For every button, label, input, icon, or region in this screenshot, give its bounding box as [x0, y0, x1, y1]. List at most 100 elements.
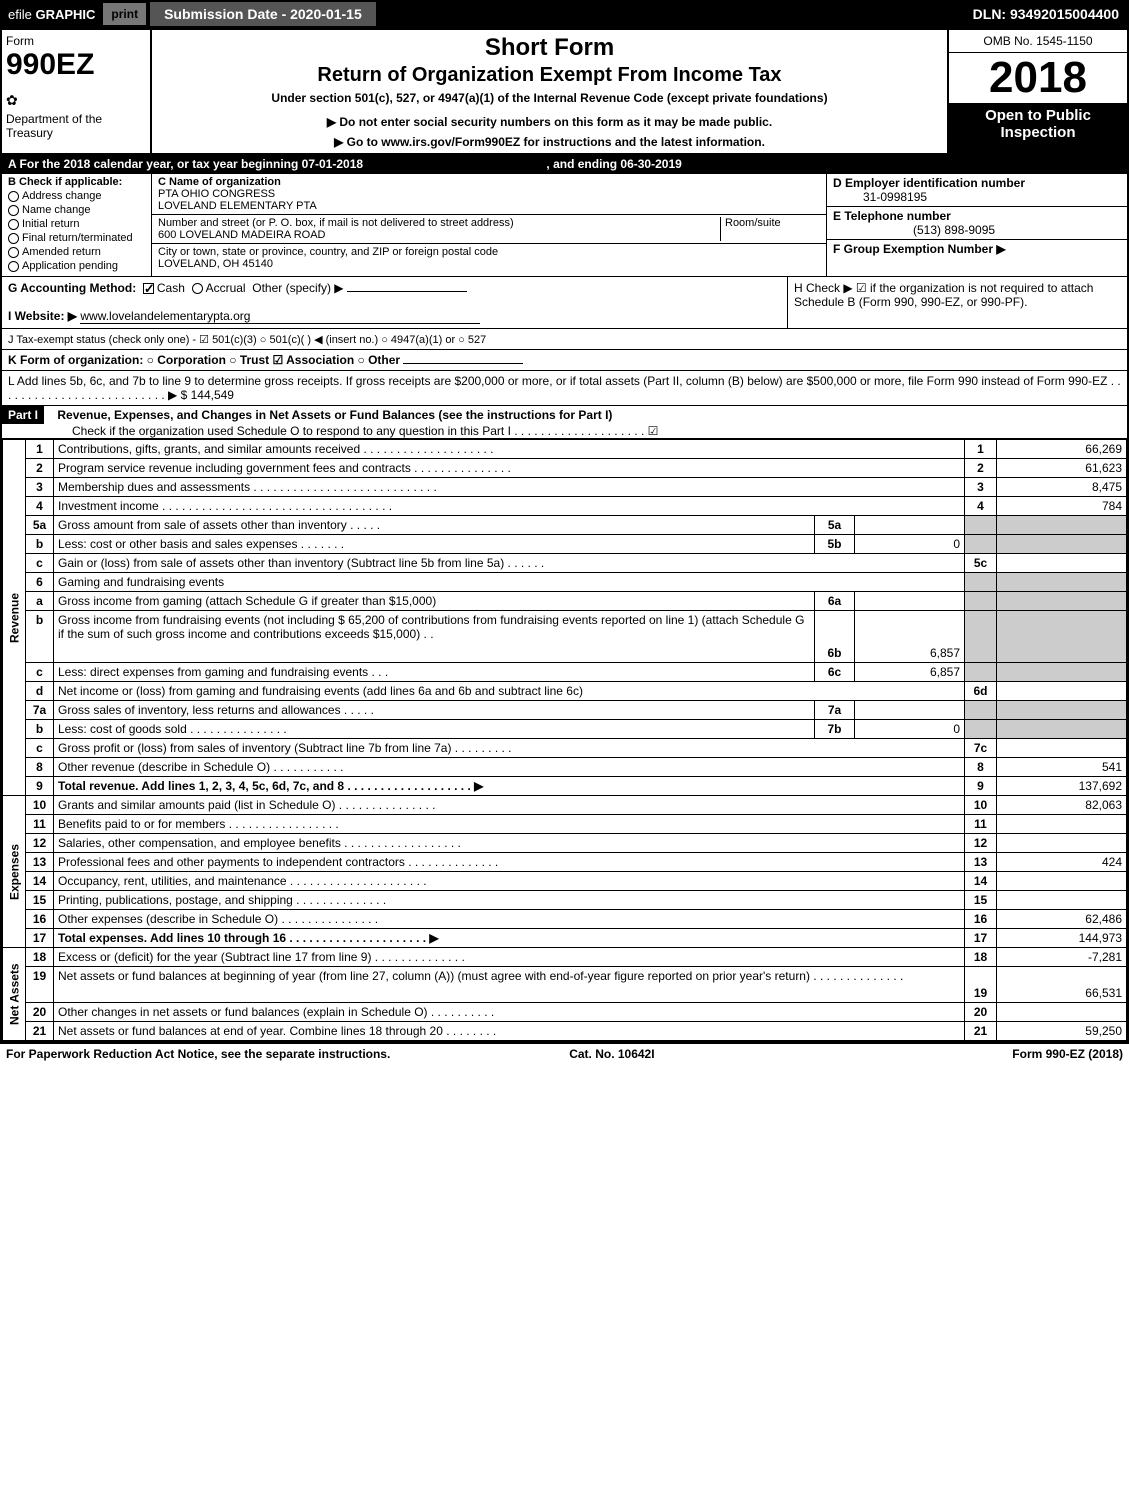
line-4-val: 784	[997, 497, 1127, 516]
group-exemption-label: F Group Exemption Number ▶	[833, 242, 1006, 256]
line-7a-rval	[997, 701, 1127, 720]
line-7a-mval	[855, 701, 965, 720]
line-6a-mbox: 6a	[815, 592, 855, 611]
tax-exempt-status[interactable]: J Tax-exempt status (check only one) - ☑…	[8, 334, 486, 346]
subtitle-goto-link[interactable]: ▶ Go to www.irs.gov/Form990EZ for instru…	[160, 135, 939, 149]
line-5c-box: 5c	[965, 554, 997, 573]
line-7c-num: c	[26, 739, 54, 758]
line-10-num: 10	[26, 796, 54, 815]
line-11-num: 11	[26, 815, 54, 834]
open-to-public: Open to Public Inspection	[949, 103, 1127, 153]
line-6b-mval: 6,857	[855, 611, 965, 663]
line-3-val: 8,475	[997, 478, 1127, 497]
line-6a-mval	[855, 592, 965, 611]
line-14-desc: Occupancy, rent, utilities, and maintena…	[54, 872, 965, 891]
line-6b-rval	[997, 611, 1127, 663]
line-7a-rbox	[965, 701, 997, 720]
col-def: D Employer identification number 31-0998…	[827, 174, 1127, 276]
footer-left: For Paperwork Reduction Act Notice, see …	[6, 1047, 390, 1061]
line-17-val: 144,973	[997, 929, 1127, 948]
line-6d-val	[997, 682, 1127, 701]
telephone-value: (513) 898-9095	[913, 223, 995, 237]
line-6-rbox	[965, 573, 997, 592]
row-gh: G Accounting Method: Cash Accrual Other …	[2, 277, 1127, 329]
form-number: 990EZ	[6, 48, 146, 82]
line-20-num: 20	[26, 1003, 54, 1022]
line-13-desc: Professional fees and other payments to …	[54, 853, 965, 872]
line-9-desc: Total revenue. Add lines 1, 2, 3, 4, 5c,…	[54, 777, 965, 796]
form-990ez: Form 990EZ ✿ Department of the Treasury …	[0, 28, 1129, 1043]
line-14-val	[997, 872, 1127, 891]
telephone-block: E Telephone number (513) 898-9095	[827, 207, 1127, 240]
line-6-rval	[997, 573, 1127, 592]
tax-year: 2018	[949, 53, 1127, 103]
line-13-box: 13	[965, 853, 997, 872]
form-header: Form 990EZ ✿ Department of the Treasury …	[2, 30, 1127, 155]
line-6d-num: d	[26, 682, 54, 701]
org-street-block: Number and street (or P. O. box, if mail…	[152, 215, 826, 244]
line-1-val: 66,269	[997, 440, 1127, 459]
line-7a-mbox: 7a	[815, 701, 855, 720]
chk-initial-return[interactable]: Initial return	[8, 218, 145, 230]
line-15-val	[997, 891, 1127, 910]
line-8-num: 8	[26, 758, 54, 777]
part-i-check[interactable]: Check if the organization used Schedule …	[2, 424, 658, 438]
line-21-desc: Net assets or fund balances at end of ye…	[54, 1022, 965, 1041]
line-5a-desc: Gross amount from sale of assets other t…	[54, 516, 815, 535]
city-value: LOVELAND, OH 45140	[158, 258, 273, 270]
chk-amended-return[interactable]: Amended return	[8, 246, 145, 258]
other-specify-field[interactable]	[347, 291, 467, 292]
chk-accrual[interactable]	[192, 283, 203, 294]
line-15-box: 15	[965, 891, 997, 910]
chk-cash[interactable]	[143, 283, 154, 294]
part-i-header: Part I Revenue, Expenses, and Changes in…	[2, 406, 1127, 439]
line-7b-desc: Less: cost of goods sold . . . . . . . .…	[54, 720, 815, 739]
line-1-desc: Contributions, gifts, grants, and simila…	[54, 440, 965, 459]
col-b-checkboxes: B Check if applicable: Address change Na…	[2, 174, 152, 276]
chk-name-change[interactable]: Name change	[8, 204, 145, 216]
line-2-box: 2	[965, 459, 997, 478]
city-label: City or town, state or province, country…	[158, 246, 498, 258]
line-12-num: 12	[26, 834, 54, 853]
line-12-desc: Salaries, other compensation, and employ…	[54, 834, 965, 853]
line-10-desc: Grants and similar amounts paid (list in…	[54, 796, 965, 815]
line-6d-desc: Net income or (loss) from gaming and fun…	[54, 682, 965, 701]
chk-address-change[interactable]: Address change	[8, 190, 145, 202]
row-a-tax-year: A For the 2018 calendar year, or tax yea…	[2, 155, 1127, 174]
line-6c-mval: 6,857	[855, 663, 965, 682]
line-5b-mbox: 5b	[815, 535, 855, 554]
line-16-num: 16	[26, 910, 54, 929]
line-14-box: 14	[965, 872, 997, 891]
print-button[interactable]: print	[103, 3, 146, 25]
line-18-desc: Excess or (deficit) for the year (Subtra…	[54, 948, 965, 967]
line-6a-rbox	[965, 592, 997, 611]
chk-application-pending[interactable]: Application pending	[8, 260, 145, 272]
line-1-box: 1	[965, 440, 997, 459]
line-9-val: 137,692	[997, 777, 1127, 796]
line-10-box: 10	[965, 796, 997, 815]
title-return: Return of Organization Exempt From Incom…	[160, 64, 939, 87]
website-value[interactable]: www.lovelandelementarypta.org	[80, 309, 480, 324]
line-5b-rval	[997, 535, 1127, 554]
chk-final-return[interactable]: Final return/terminated	[8, 232, 145, 244]
row-l-gross-receipts: L Add lines 5b, 6c, and 7b to line 9 to …	[2, 371, 1127, 406]
line-6c-rval	[997, 663, 1127, 682]
org-name-1: PTA OHIO CONGRESS	[158, 188, 275, 200]
line-6c-rbox	[965, 663, 997, 682]
line-6a-num: a	[26, 592, 54, 611]
org-other-field[interactable]	[403, 363, 523, 364]
agency-icon: ✿	[6, 92, 18, 109]
form-of-org[interactable]: K Form of organization: ○ Corporation ○ …	[8, 353, 400, 367]
line-5a-mval	[855, 516, 965, 535]
col-c-org-info: C Name of organization PTA OHIO CONGRESS…	[152, 174, 827, 276]
line-5a-rbox	[965, 516, 997, 535]
line-10-val: 82,063	[997, 796, 1127, 815]
line-7b-rval	[997, 720, 1127, 739]
line-17-desc: Total expenses. Add lines 10 through 16 …	[54, 929, 965, 948]
line-8-box: 8	[965, 758, 997, 777]
line-19-val: 66,531	[997, 967, 1127, 1003]
line-6a-desc: Gross income from gaming (attach Schedul…	[54, 592, 815, 611]
schedule-b-check[interactable]: H Check ▶ ☑ if the organization is not r…	[794, 281, 1093, 309]
line-7b-mval: 0	[855, 720, 965, 739]
line-7c-desc: Gross profit or (loss) from sales of inv…	[54, 739, 965, 758]
